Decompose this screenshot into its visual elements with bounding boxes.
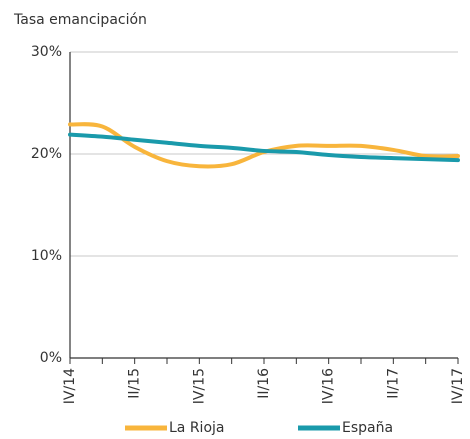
x-tick-label: II/17	[385, 368, 401, 399]
x-tick-label: II/16	[256, 368, 272, 399]
y-tick-label: 10%	[31, 248, 62, 264]
series-line	[68, 132, 460, 163]
x-tick-label: IV/17	[450, 368, 466, 404]
x-tick-label: II/15	[127, 368, 143, 399]
x-tick-label: IV/14	[62, 368, 78, 404]
legend-label: España	[342, 420, 393, 436]
y-tick-label: 20%	[31, 146, 62, 162]
x-tick-label: IV/15	[191, 368, 207, 404]
y-axis-label: Tasa emancipación	[13, 12, 147, 28]
x-tick-label: IV/16	[321, 368, 337, 404]
y-tick-label: 0%	[40, 350, 62, 366]
y-tick-label: 30%	[31, 44, 62, 60]
legend-label: La Rioja	[169, 420, 224, 436]
